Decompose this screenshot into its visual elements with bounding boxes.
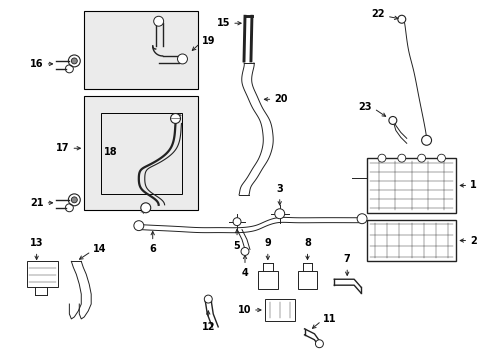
Text: 16: 16 xyxy=(30,59,43,69)
Text: 6: 6 xyxy=(149,244,156,255)
Circle shape xyxy=(315,340,323,348)
Circle shape xyxy=(71,58,77,64)
Circle shape xyxy=(397,15,405,23)
Text: 2: 2 xyxy=(469,235,476,246)
Bar xyxy=(297,271,317,289)
Text: 3: 3 xyxy=(276,184,283,194)
Circle shape xyxy=(397,154,405,162)
Text: 23: 23 xyxy=(358,102,371,112)
Circle shape xyxy=(274,209,284,219)
Circle shape xyxy=(421,135,431,145)
Bar xyxy=(366,158,455,213)
Text: 17: 17 xyxy=(56,143,69,153)
Text: 22: 22 xyxy=(371,9,384,19)
Circle shape xyxy=(153,16,163,26)
Text: 9: 9 xyxy=(264,238,271,248)
Bar xyxy=(101,113,182,194)
Text: 21: 21 xyxy=(30,198,43,208)
Text: 12: 12 xyxy=(201,322,215,332)
Text: 15: 15 xyxy=(216,18,230,28)
Circle shape xyxy=(437,154,445,162)
Text: 10: 10 xyxy=(237,305,250,315)
Circle shape xyxy=(233,218,241,226)
Circle shape xyxy=(417,154,425,162)
Bar xyxy=(366,220,455,261)
Bar xyxy=(27,261,59,287)
Text: 13: 13 xyxy=(30,238,43,248)
Text: 14: 14 xyxy=(93,244,106,255)
Circle shape xyxy=(204,295,212,303)
Text: 11: 11 xyxy=(323,314,336,324)
Text: 8: 8 xyxy=(304,238,310,248)
Circle shape xyxy=(241,247,248,255)
Circle shape xyxy=(170,113,180,123)
Circle shape xyxy=(71,197,77,203)
Bar xyxy=(264,299,294,321)
Text: 5: 5 xyxy=(233,240,240,251)
Circle shape xyxy=(177,54,187,64)
Circle shape xyxy=(388,117,396,125)
Text: 19: 19 xyxy=(202,36,215,46)
Text: 18: 18 xyxy=(104,147,118,157)
Text: 7: 7 xyxy=(343,255,350,264)
Text: 1: 1 xyxy=(469,180,476,190)
Circle shape xyxy=(356,214,366,224)
Bar xyxy=(84,11,198,89)
Circle shape xyxy=(141,203,150,213)
Text: 20: 20 xyxy=(274,94,287,104)
Bar xyxy=(84,96,198,210)
Bar xyxy=(257,271,277,289)
Text: 4: 4 xyxy=(241,268,248,278)
Circle shape xyxy=(134,221,143,231)
Circle shape xyxy=(377,154,385,162)
